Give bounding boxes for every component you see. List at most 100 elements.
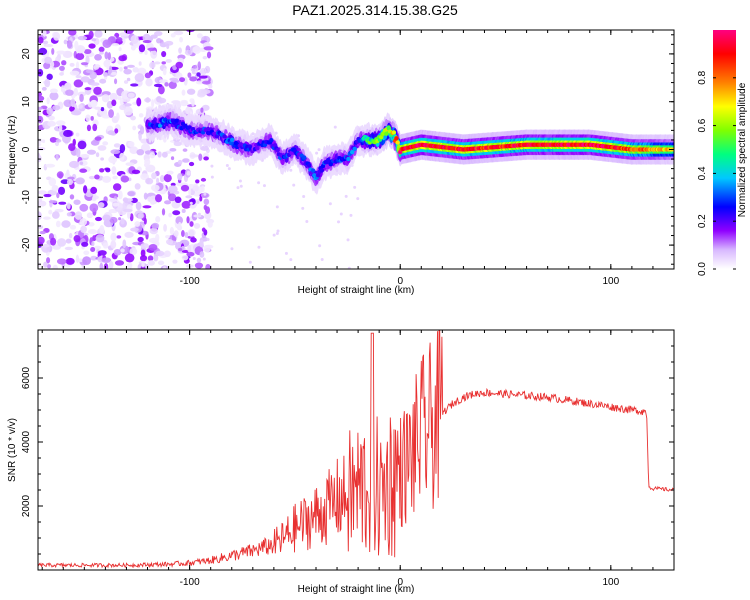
spectrogram-noise-blob — [130, 35, 139, 45]
spectrogram-noise-blob — [200, 67, 207, 76]
spectrogram-noise-blob — [38, 36, 44, 44]
snr-panel: -100 0 100 2000 4000 6000 Height of straight… — [7, 329, 675, 595]
spectrogram-noise-blob — [57, 186, 66, 196]
spectrogram-noise-blob — [38, 91, 43, 97]
spectrogram-noise-blob — [94, 53, 102, 61]
spectrogram-noise-blob — [73, 79, 84, 88]
spectrogram-noise-blob — [196, 257, 202, 263]
spectrogram-noise-blob — [161, 208, 166, 216]
spectrogram-ridge-cell — [151, 119, 157, 124]
spectrogram-noise-blob — [339, 212, 343, 216]
spectrogram-noise-blob — [70, 110, 81, 116]
y-tick-label: -10 — [21, 190, 32, 205]
spectrogram-noise-blob — [157, 85, 165, 95]
spectrogram-noise-blob — [46, 97, 50, 105]
spectrogram-noise-blob — [186, 30, 195, 33]
spectrogram-ridge-cell — [350, 150, 355, 155]
x-tick-label: 100 — [602, 276, 619, 287]
spectrogram-noise-blob — [99, 262, 104, 269]
spectrogram-noise-blob — [144, 50, 148, 55]
spectrogram-noise-blob — [79, 154, 90, 158]
spectrogram-noise-blob — [75, 148, 81, 158]
spectrogram-noise-blob — [192, 46, 202, 54]
spectrogram-noise-blob — [75, 254, 80, 263]
spectrogram-noise-blob — [257, 181, 261, 185]
spectrogram-noise-blob — [116, 235, 122, 239]
spectrogram-noise-blob — [43, 193, 52, 198]
spectrogram-noise-blob — [172, 210, 181, 216]
spectrogram-noise-blob — [69, 160, 79, 169]
spectrogram-noise-blob — [129, 146, 139, 155]
spectrogram-noise-blob — [38, 111, 41, 117]
spectrogram-noise-blob — [127, 92, 135, 98]
spectrogram-noise-blob — [100, 106, 105, 112]
spectrogram-noise-blob — [116, 96, 122, 101]
spectrogram-noise-blob — [181, 200, 192, 209]
spectrogram-noise-blob — [248, 260, 252, 264]
spectrogram-noise-blob — [102, 141, 109, 146]
spectrogram-noise-blob — [185, 195, 193, 199]
spectrogram-noise-blob — [203, 244, 211, 253]
spectrogram-noise-blob — [42, 40, 49, 45]
spectrogram-noise-blob — [97, 250, 107, 256]
spectrogram-noise-blob — [110, 240, 117, 249]
spectrogram-ridge-cell — [394, 136, 399, 141]
spectrogram-noise-blob — [166, 170, 174, 175]
spectrogram-noise-blob — [73, 235, 81, 243]
spectrogram-noise-blob — [149, 152, 156, 159]
snr-y-label: SNR (10 * v/v) — [7, 418, 18, 482]
spectrogram-noise-blob — [129, 247, 138, 256]
spectrogram-noise-blob — [39, 196, 43, 203]
snr-x-ticks: -100 0 100 — [41, 330, 675, 588]
spectrogram-noise-blob — [165, 239, 174, 245]
spectrogram-noise-blob — [127, 141, 135, 148]
spectrogram-noise-blob — [119, 104, 126, 111]
x-tick-label: -100 — [180, 577, 200, 588]
spectrogram-noise-blob — [92, 123, 98, 132]
spectrogram-noise-blob — [60, 179, 70, 185]
spectrogram-noise-blob — [154, 31, 163, 37]
spectrogram-noise-blob — [138, 61, 142, 66]
spectrogram-noise-blob — [154, 194, 163, 203]
spectrogram-noise-blob — [169, 226, 174, 236]
spectrogram-noise-blob — [163, 223, 167, 232]
spectrogram-noise-blob — [105, 168, 111, 173]
spectrogram-noise-blob — [136, 149, 145, 156]
spectrogram-ridge-cell — [315, 173, 321, 178]
spectrogram-noise-blob — [153, 83, 163, 88]
snr-x-label: Height of straight line (km) — [298, 584, 415, 595]
spectrogram-noise-blob — [177, 159, 183, 165]
spectrogram-noise-blob — [83, 185, 88, 194]
spectrogram-noise-blob — [123, 68, 132, 75]
spectrogram-noise-blob — [150, 184, 160, 192]
spectrogram-noise-blob — [48, 209, 53, 215]
spectrogram-noise-blob — [55, 138, 62, 143]
spectrogram-noise-blob — [155, 215, 161, 223]
spectrogram-noise-blob — [79, 93, 84, 103]
spectrogram-noise-blob — [42, 139, 46, 144]
colorbar-tick-label: 0.0 — [697, 262, 708, 276]
spectrogram-noise-blob — [189, 154, 200, 158]
spectrogram-noise-blob — [55, 120, 66, 126]
spectrogram-noise-blob — [53, 31, 61, 41]
spectrogram-ridge-cell — [307, 163, 312, 168]
spectrogram-noise-blob — [90, 139, 100, 146]
spectrogram-noise-blob — [210, 175, 214, 179]
spectrogram-noise-blob — [164, 200, 172, 205]
spectrogram-noise-blob — [337, 220, 341, 224]
spectrogram-noise-blob — [109, 92, 118, 102]
spectrogram-noise-blob — [165, 59, 172, 63]
spectrogram-noise-blob — [63, 39, 68, 45]
spectrogram-noise-blob — [131, 169, 141, 175]
spectrogram-noise-blob — [101, 114, 111, 119]
spectrogram-noise-blob — [103, 59, 111, 68]
spectrogram-ridge-cell — [204, 127, 210, 132]
spectrogram-noise-blob — [193, 223, 201, 229]
spectrogram-noise-blob — [83, 49, 92, 55]
spectrogram-noise-blob — [58, 65, 65, 71]
spectrogram-noise-blob — [149, 227, 158, 235]
spectrogram-noise-blob — [289, 168, 293, 172]
spectrogram-noise-blob — [97, 202, 105, 208]
spectrogram-noise-blob — [61, 60, 67, 66]
spectrogram-noise-blob — [112, 202, 120, 207]
